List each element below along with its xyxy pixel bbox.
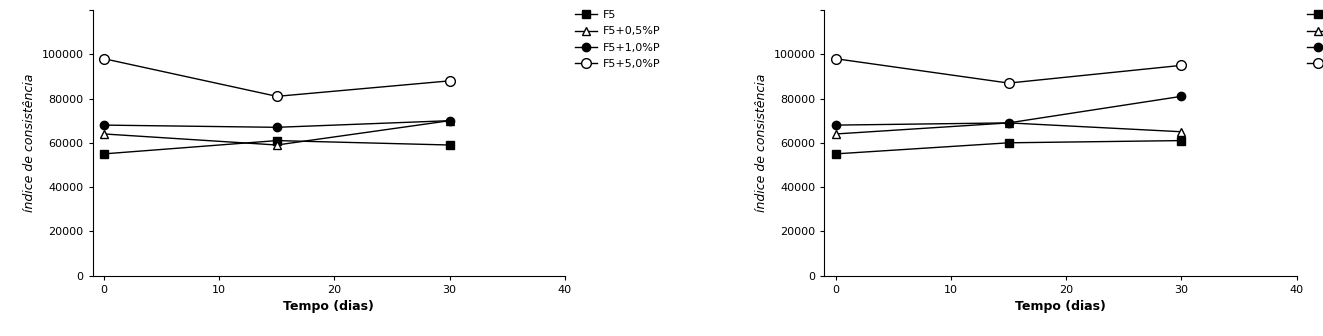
F5+1,0%P (269, 125, 284, 129)
Legend: F5, F5+0,5%P, F5+1,0%P, F5+5,0%P: F5, F5+0,5%P, F5+1,0%P, F5+5,0%P (576, 10, 660, 69)
F5+1,0%P (1174, 94, 1189, 98)
F5+0,5%P (1000, 121, 1016, 125)
X-axis label: Tempo (dias): Tempo (dias) (1015, 300, 1106, 313)
F5 (269, 138, 284, 142)
Line: F5+5,0%P: F5+5,0%P (99, 54, 454, 101)
F5+1,0%P (828, 123, 844, 127)
F5 (1174, 138, 1189, 142)
F5+1,0%P (442, 119, 458, 123)
Y-axis label: índice de consistência: índice de consistência (755, 74, 767, 212)
F5+0,5%P (828, 132, 844, 136)
Line: F5: F5 (101, 136, 454, 158)
F5+5,0%P (269, 94, 284, 98)
F5 (97, 152, 112, 156)
Line: F5+0,5%P: F5+0,5%P (832, 119, 1185, 138)
F5+1,0%P (97, 123, 112, 127)
Line: F5+5,0%P: F5+5,0%P (831, 54, 1187, 88)
Line: F5+0,5%P: F5+0,5%P (101, 117, 454, 149)
F5 (442, 143, 458, 147)
F5 (828, 152, 844, 156)
X-axis label: Tempo (dias): Tempo (dias) (283, 300, 374, 313)
F5+5,0%P (442, 79, 458, 83)
F5+0,5%P (1174, 130, 1189, 134)
Line: F5+1,0%P: F5+1,0%P (101, 117, 454, 131)
F5+1,0%P (1000, 121, 1016, 125)
F5+0,5%P (442, 119, 458, 123)
Line: F5+1,0%P: F5+1,0%P (832, 92, 1185, 129)
Line: F5: F5 (832, 136, 1185, 158)
F5+5,0%P (1174, 64, 1189, 68)
F5+5,0%P (97, 57, 112, 61)
Legend: F5, F5+0,5%P, F5+1,0%P, F5+5,0%P: F5, F5+0,5%P, F5+1,0%P, F5+5,0%P (1307, 10, 1323, 69)
F5+5,0%P (828, 57, 844, 61)
F5+5,0%P (1000, 81, 1016, 85)
F5+0,5%P (97, 132, 112, 136)
F5 (1000, 141, 1016, 145)
F5+0,5%P (269, 143, 284, 147)
Y-axis label: índice de consistência: índice de consistência (22, 74, 36, 212)
